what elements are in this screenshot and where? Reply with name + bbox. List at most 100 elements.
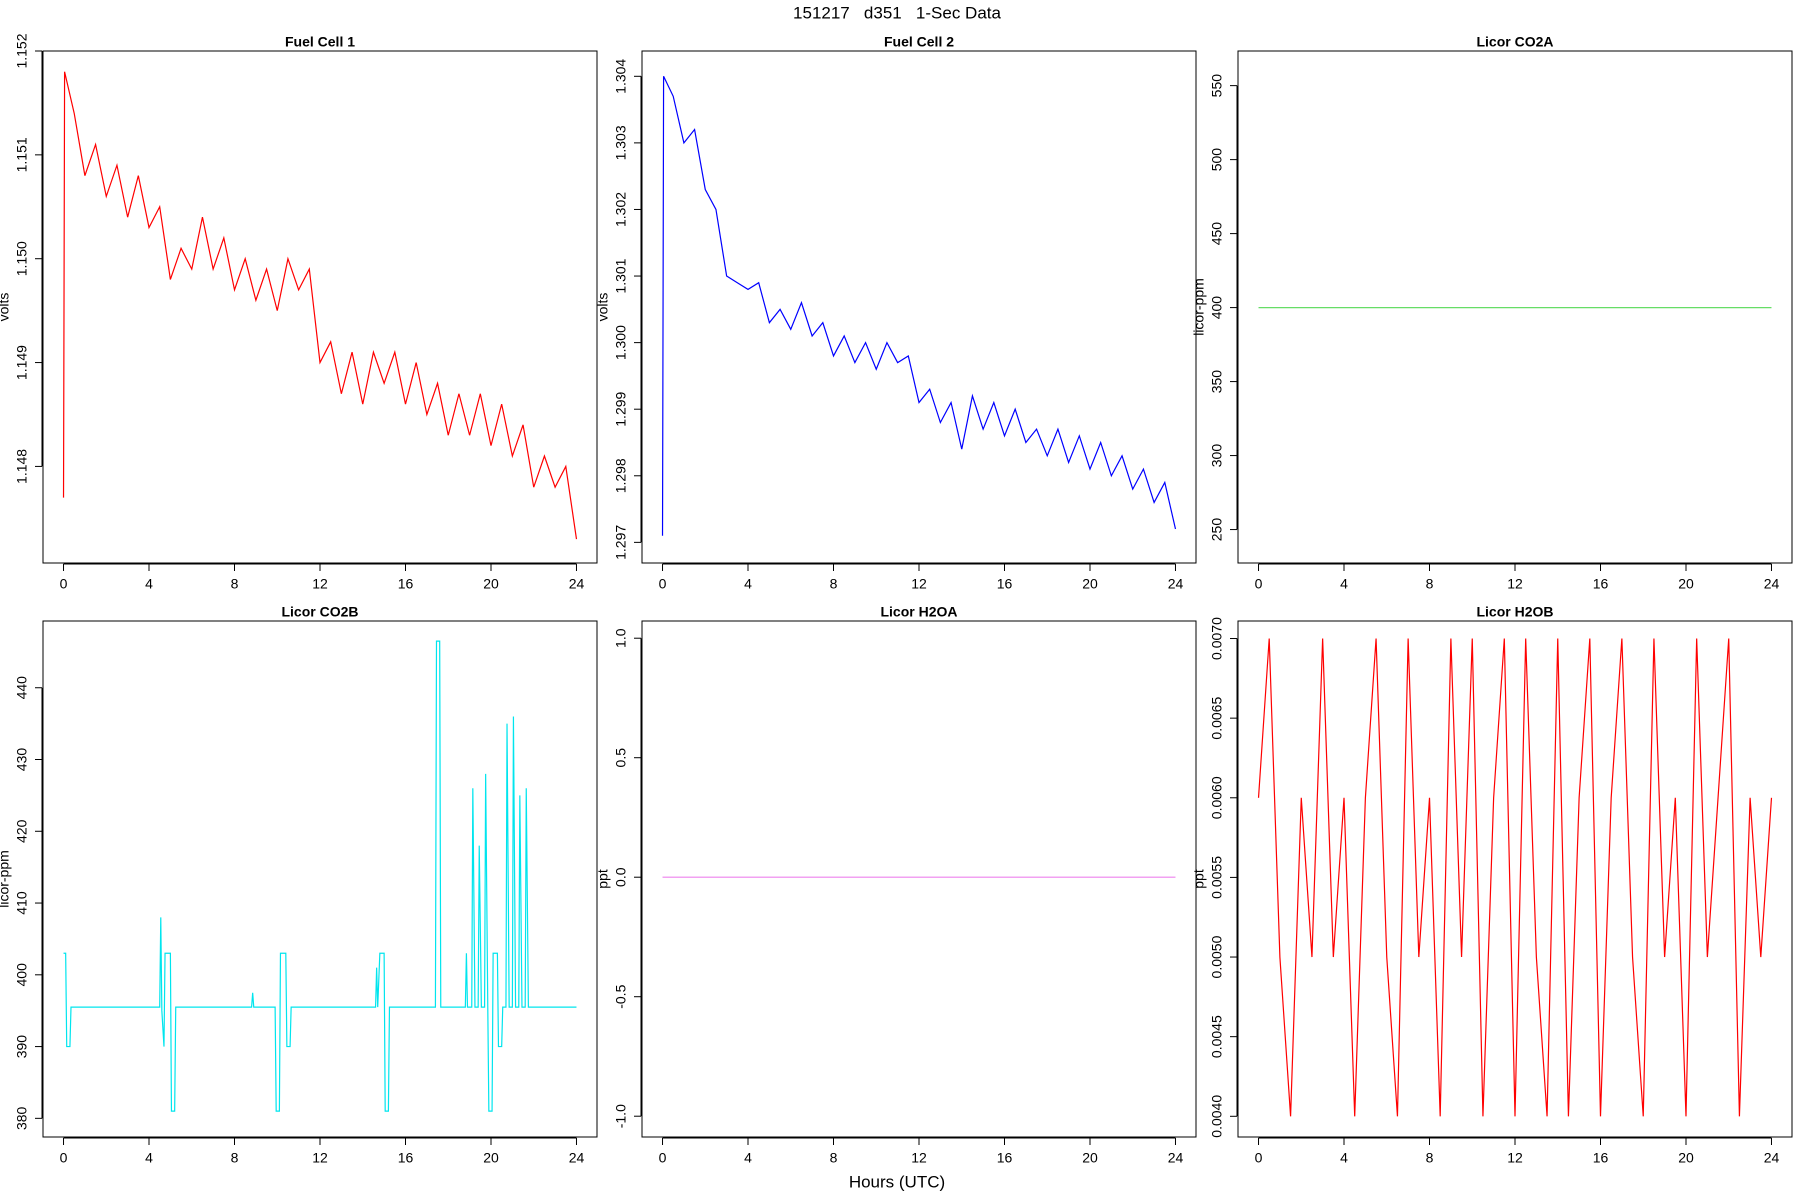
y-axis-label: licor-ppm — [1191, 278, 1207, 336]
x-tick-label: 24 — [569, 1150, 585, 1166]
y-tick-label: 410 — [14, 891, 30, 915]
y-axis-label: volts — [595, 293, 611, 322]
panel-title: Licor CO2B — [281, 604, 358, 620]
x-tick-label: 24 — [569, 576, 585, 592]
x-tick-label: 4 — [145, 1150, 153, 1166]
x-tick-label: 0 — [659, 576, 667, 592]
x-tick-label: 0 — [1255, 1150, 1263, 1166]
x-tick-label: 12 — [312, 1150, 328, 1166]
plot-frame — [1237, 50, 1793, 564]
y-tick-label: 0.5 — [613, 748, 629, 768]
x-tick-label: 16 — [1593, 1150, 1609, 1166]
y-tick-label: 1.297 — [613, 525, 629, 560]
y-tick-label: 400 — [14, 963, 30, 987]
x-tick-label: 24 — [1168, 576, 1184, 592]
x-tick-label: 24 — [1764, 576, 1780, 592]
x-tick-label: 16 — [997, 1150, 1013, 1166]
y-tick-label: 0.0065 — [1209, 697, 1225, 740]
panel-title: Licor CO2A — [1476, 34, 1553, 50]
x-tick-label: 12 — [312, 576, 328, 592]
x-tick-label: 16 — [398, 1150, 414, 1166]
y-tick-label: 1.301 — [613, 258, 629, 293]
y-tick-label: 0.0050 — [1209, 935, 1225, 978]
x-tick-label: 0 — [659, 1150, 667, 1166]
y-tick-label: 1.304 — [613, 59, 629, 94]
y-tick-label: 1.150 — [14, 241, 30, 276]
x-tick-label: 20 — [1082, 1150, 1098, 1166]
x-tick-label: 8 — [231, 576, 239, 592]
y-axis-label: volts — [0, 293, 12, 322]
x-tick-label: 16 — [997, 576, 1013, 592]
x-tick-label: 8 — [1426, 576, 1434, 592]
x-tick-label: 4 — [744, 576, 752, 592]
plot-frame — [641, 620, 1197, 1138]
x-tick-label: 12 — [1507, 1150, 1523, 1166]
y-tick-label: 550 — [1209, 74, 1225, 98]
y-tick-label: 1.149 — [14, 345, 30, 380]
x-tick-label: 12 — [911, 576, 927, 592]
x-tick-label: 20 — [1678, 1150, 1694, 1166]
y-tick-label: 1.303 — [613, 125, 629, 160]
y-tick-label: 450 — [1209, 222, 1225, 246]
x-tick-label: 20 — [1678, 576, 1694, 592]
x-tick-label: 16 — [1593, 576, 1609, 592]
y-tick-label: 0.0 — [613, 867, 629, 887]
y-axis-label: ppt — [595, 869, 611, 889]
y-tick-label: 390 — [14, 1035, 30, 1059]
x-tick-label: 16 — [398, 576, 414, 592]
panel-title: Fuel Cell 2 — [884, 34, 954, 50]
x-tick-label: 4 — [1340, 1150, 1348, 1166]
x-axis-label: Hours (UTC) — [849, 1172, 945, 1191]
x-tick-label: 12 — [1507, 576, 1523, 592]
x-tick-label: 8 — [830, 1150, 838, 1166]
y-tick-label: 1.151 — [14, 137, 30, 172]
data-line — [1257, 638, 1773, 1117]
plot-frame — [42, 620, 598, 1138]
x-tick-label: 4 — [744, 1150, 752, 1166]
x-tick-label: 8 — [231, 1150, 239, 1166]
panel-title: Licor H2OB — [1476, 604, 1553, 620]
panel-title: Licor H2OA — [880, 604, 957, 620]
y-tick-label: -0.5 — [613, 984, 629, 1008]
panel-title: Fuel Cell 1 — [285, 34, 355, 50]
x-tick-label: 24 — [1764, 1150, 1780, 1166]
x-tick-label: 0 — [60, 576, 68, 592]
x-tick-label: 8 — [830, 576, 838, 592]
plot-frame — [42, 50, 598, 564]
y-tick-label: 440 — [14, 676, 30, 700]
x-tick-label: 8 — [1426, 1150, 1434, 1166]
y-tick-label: 1.302 — [613, 192, 629, 227]
plot-frame — [1237, 620, 1793, 1138]
y-tick-label: 1.298 — [613, 458, 629, 493]
y-tick-label: 0.0055 — [1209, 856, 1225, 899]
x-tick-label: 20 — [1082, 576, 1098, 592]
x-tick-label: 0 — [1255, 576, 1263, 592]
y-tick-label: 0.0040 — [1209, 1095, 1225, 1138]
x-tick-label: 4 — [145, 576, 153, 592]
y-tick-label: 0.0060 — [1209, 776, 1225, 819]
y-tick-label: 420 — [14, 819, 30, 843]
y-tick-label: 500 — [1209, 148, 1225, 172]
y-tick-label: 400 — [1209, 296, 1225, 320]
y-tick-label: 300 — [1209, 444, 1225, 468]
data-line — [62, 71, 578, 540]
y-tick-label: 430 — [14, 748, 30, 772]
figure-title: 151217 d351 1-Sec Data — [793, 3, 1001, 22]
y-tick-label: 1.148 — [14, 449, 30, 484]
y-tick-label: -1.0 — [613, 1104, 629, 1128]
x-tick-label: 4 — [1340, 576, 1348, 592]
y-tick-label: 380 — [14, 1106, 30, 1130]
y-tick-label: 350 — [1209, 370, 1225, 394]
y-axis-label: licor-ppm — [0, 850, 12, 908]
plot-frame — [641, 50, 1197, 564]
y-axis-label: ppt — [1191, 869, 1207, 889]
y-tick-label: 0.0045 — [1209, 1015, 1225, 1058]
data-line — [661, 76, 1177, 536]
x-tick-label: 24 — [1168, 1150, 1184, 1166]
y-tick-label: 0.0070 — [1209, 617, 1225, 660]
y-tick-label: 1.300 — [613, 325, 629, 360]
x-tick-label: 20 — [483, 1150, 499, 1166]
data-line — [63, 640, 577, 1112]
